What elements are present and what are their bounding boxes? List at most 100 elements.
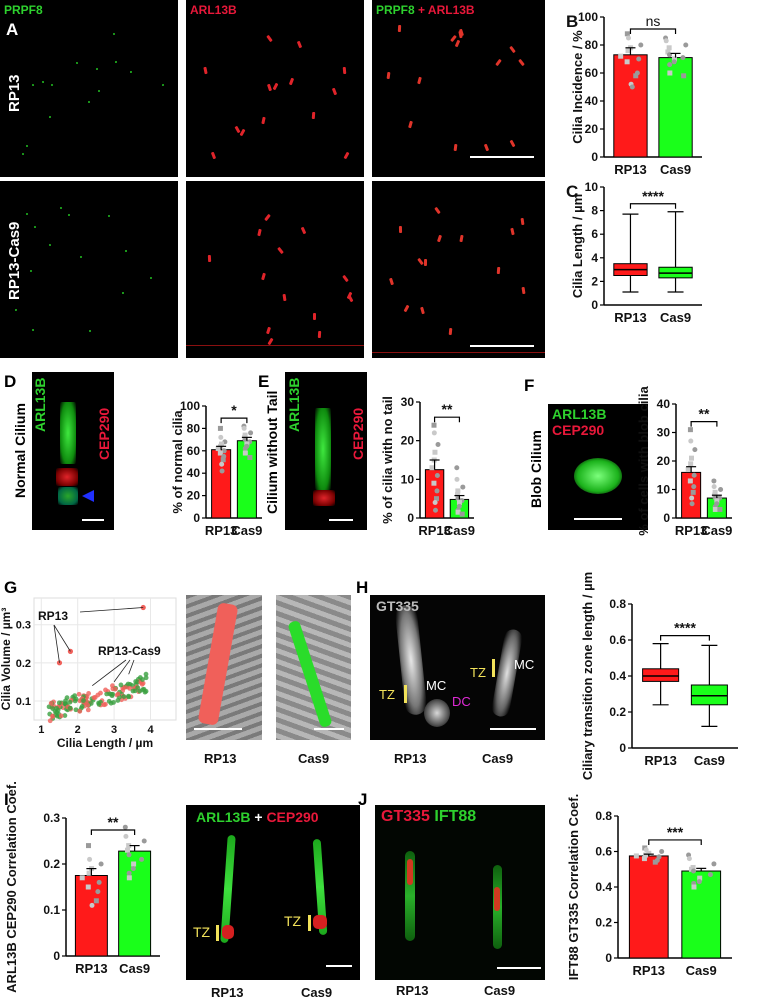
data-point (633, 853, 639, 859)
plus-label: + (250, 809, 267, 825)
data-point (625, 35, 631, 41)
y-tick-label: 100 (180, 399, 200, 413)
y-axis-label: IFT88 GT335 Correlation Coef. (566, 794, 581, 980)
data-point (432, 449, 438, 455)
y-tick-label: 0 (605, 951, 612, 965)
data-point (55, 707, 61, 713)
img-label-rp13: RP13 (396, 983, 429, 998)
data-point (143, 675, 149, 681)
panel-letter-f: F (524, 376, 535, 395)
data-point (707, 872, 713, 878)
y-tick-label: 20 (585, 122, 599, 136)
data-point (665, 49, 671, 55)
annotation-line (53, 624, 60, 663)
data-point (718, 487, 724, 492)
merge-label-prpf8: PRPF8 (376, 3, 415, 17)
data-point (137, 675, 143, 680)
rp13-prpf8-image (0, 0, 178, 177)
x-tick-label: 1 (38, 724, 44, 736)
y-tick-label: 80 (585, 38, 599, 52)
y-axis-label: ARL13B CEP290 Correlation Coef. (4, 781, 19, 993)
y-axis-label: Cilia Length / µm (570, 194, 585, 298)
data-point (112, 686, 118, 692)
cilium-without-tail-image (285, 372, 367, 530)
y-tick-label: 30 (657, 426, 671, 440)
y-tick-label: 0.2 (595, 916, 612, 930)
y-tick-label: 0.3 (16, 620, 31, 632)
data-point (85, 884, 91, 890)
y-tick-label: 40 (585, 94, 599, 108)
data-point (126, 694, 132, 700)
significance-bracket (648, 839, 702, 845)
scale-bar (497, 967, 541, 969)
y-axis-label: Ciliary transition zone length / µm (580, 572, 595, 780)
data-point (686, 856, 692, 862)
channel-label-arl13b: ARL13B (190, 3, 237, 17)
blob-cilium-image (548, 404, 648, 530)
data-point (454, 465, 460, 471)
img-label-cas9: Cas9 (298, 751, 330, 766)
x-tick-label: Cas9 (694, 753, 725, 768)
y-tick-label: 0.8 (609, 597, 626, 611)
y-tick-label: 0.1 (43, 903, 60, 917)
data-point (434, 488, 440, 494)
arl13b-label: ARL13B (552, 406, 607, 422)
y-tick-label: 60 (585, 66, 599, 80)
data-point (93, 898, 99, 904)
em-image-cas9 (276, 595, 351, 740)
arl13b-cep290-image (186, 805, 360, 980)
data-point (455, 509, 461, 515)
data-point (124, 847, 130, 853)
data-point (691, 884, 697, 890)
data-point (50, 714, 56, 719)
x-tick-label: RP13 (205, 523, 238, 538)
data-point (643, 852, 649, 858)
channel-label-merge: PRPF8 + ARL13B (376, 3, 475, 17)
data-point (48, 700, 54, 706)
y-tick-label: 6 (591, 227, 598, 241)
data-point (629, 84, 635, 90)
panel-letter-e: E (258, 372, 270, 391)
annotation-line (53, 624, 71, 652)
normal-cilium-image (32, 372, 114, 530)
data-point (714, 498, 720, 504)
y-axis-label: % of cells with blob cilia (636, 385, 651, 535)
data-point (64, 695, 70, 701)
significance-label: **** (674, 620, 696, 636)
data-point (638, 42, 644, 48)
chart-g: 1 2 3 4 0.1 0.2 0.3 RP13 RP13-Cas9 Cilia Length /… (0, 597, 177, 750)
data-point (241, 425, 247, 431)
cilium-red (313, 490, 335, 506)
x-tick-label: Cas9 (119, 961, 150, 976)
panel-letter-j: J (358, 790, 368, 809)
data-point (135, 685, 141, 691)
cilium-signal (313, 915, 327, 929)
data-point (712, 489, 718, 495)
data-point (91, 695, 97, 701)
data-point (103, 687, 108, 693)
data-point (248, 430, 254, 436)
plot-area (33, 597, 177, 721)
data-point (712, 506, 718, 512)
data-point (667, 70, 673, 76)
data-point (671, 56, 677, 62)
y-tick-label: 60 (187, 444, 201, 458)
annotation-line (128, 659, 135, 675)
x-tick-label: 3 (111, 724, 117, 736)
data-point (106, 698, 112, 704)
data-point (46, 704, 52, 710)
scale-bar (314, 728, 344, 730)
data-point (455, 488, 461, 494)
data-point (126, 870, 132, 876)
y-axis-label: % of normal cilia (170, 410, 185, 514)
mc-label: MC (514, 657, 535, 672)
arrowhead-icon (82, 490, 94, 502)
x-tick-label: 4 (147, 724, 154, 736)
data-point (667, 62, 673, 68)
data-point (434, 472, 440, 478)
y-tick-label: 0.1 (16, 696, 31, 708)
significance-label: **** (642, 188, 664, 204)
x-tick-label: RP13 (644, 753, 677, 768)
